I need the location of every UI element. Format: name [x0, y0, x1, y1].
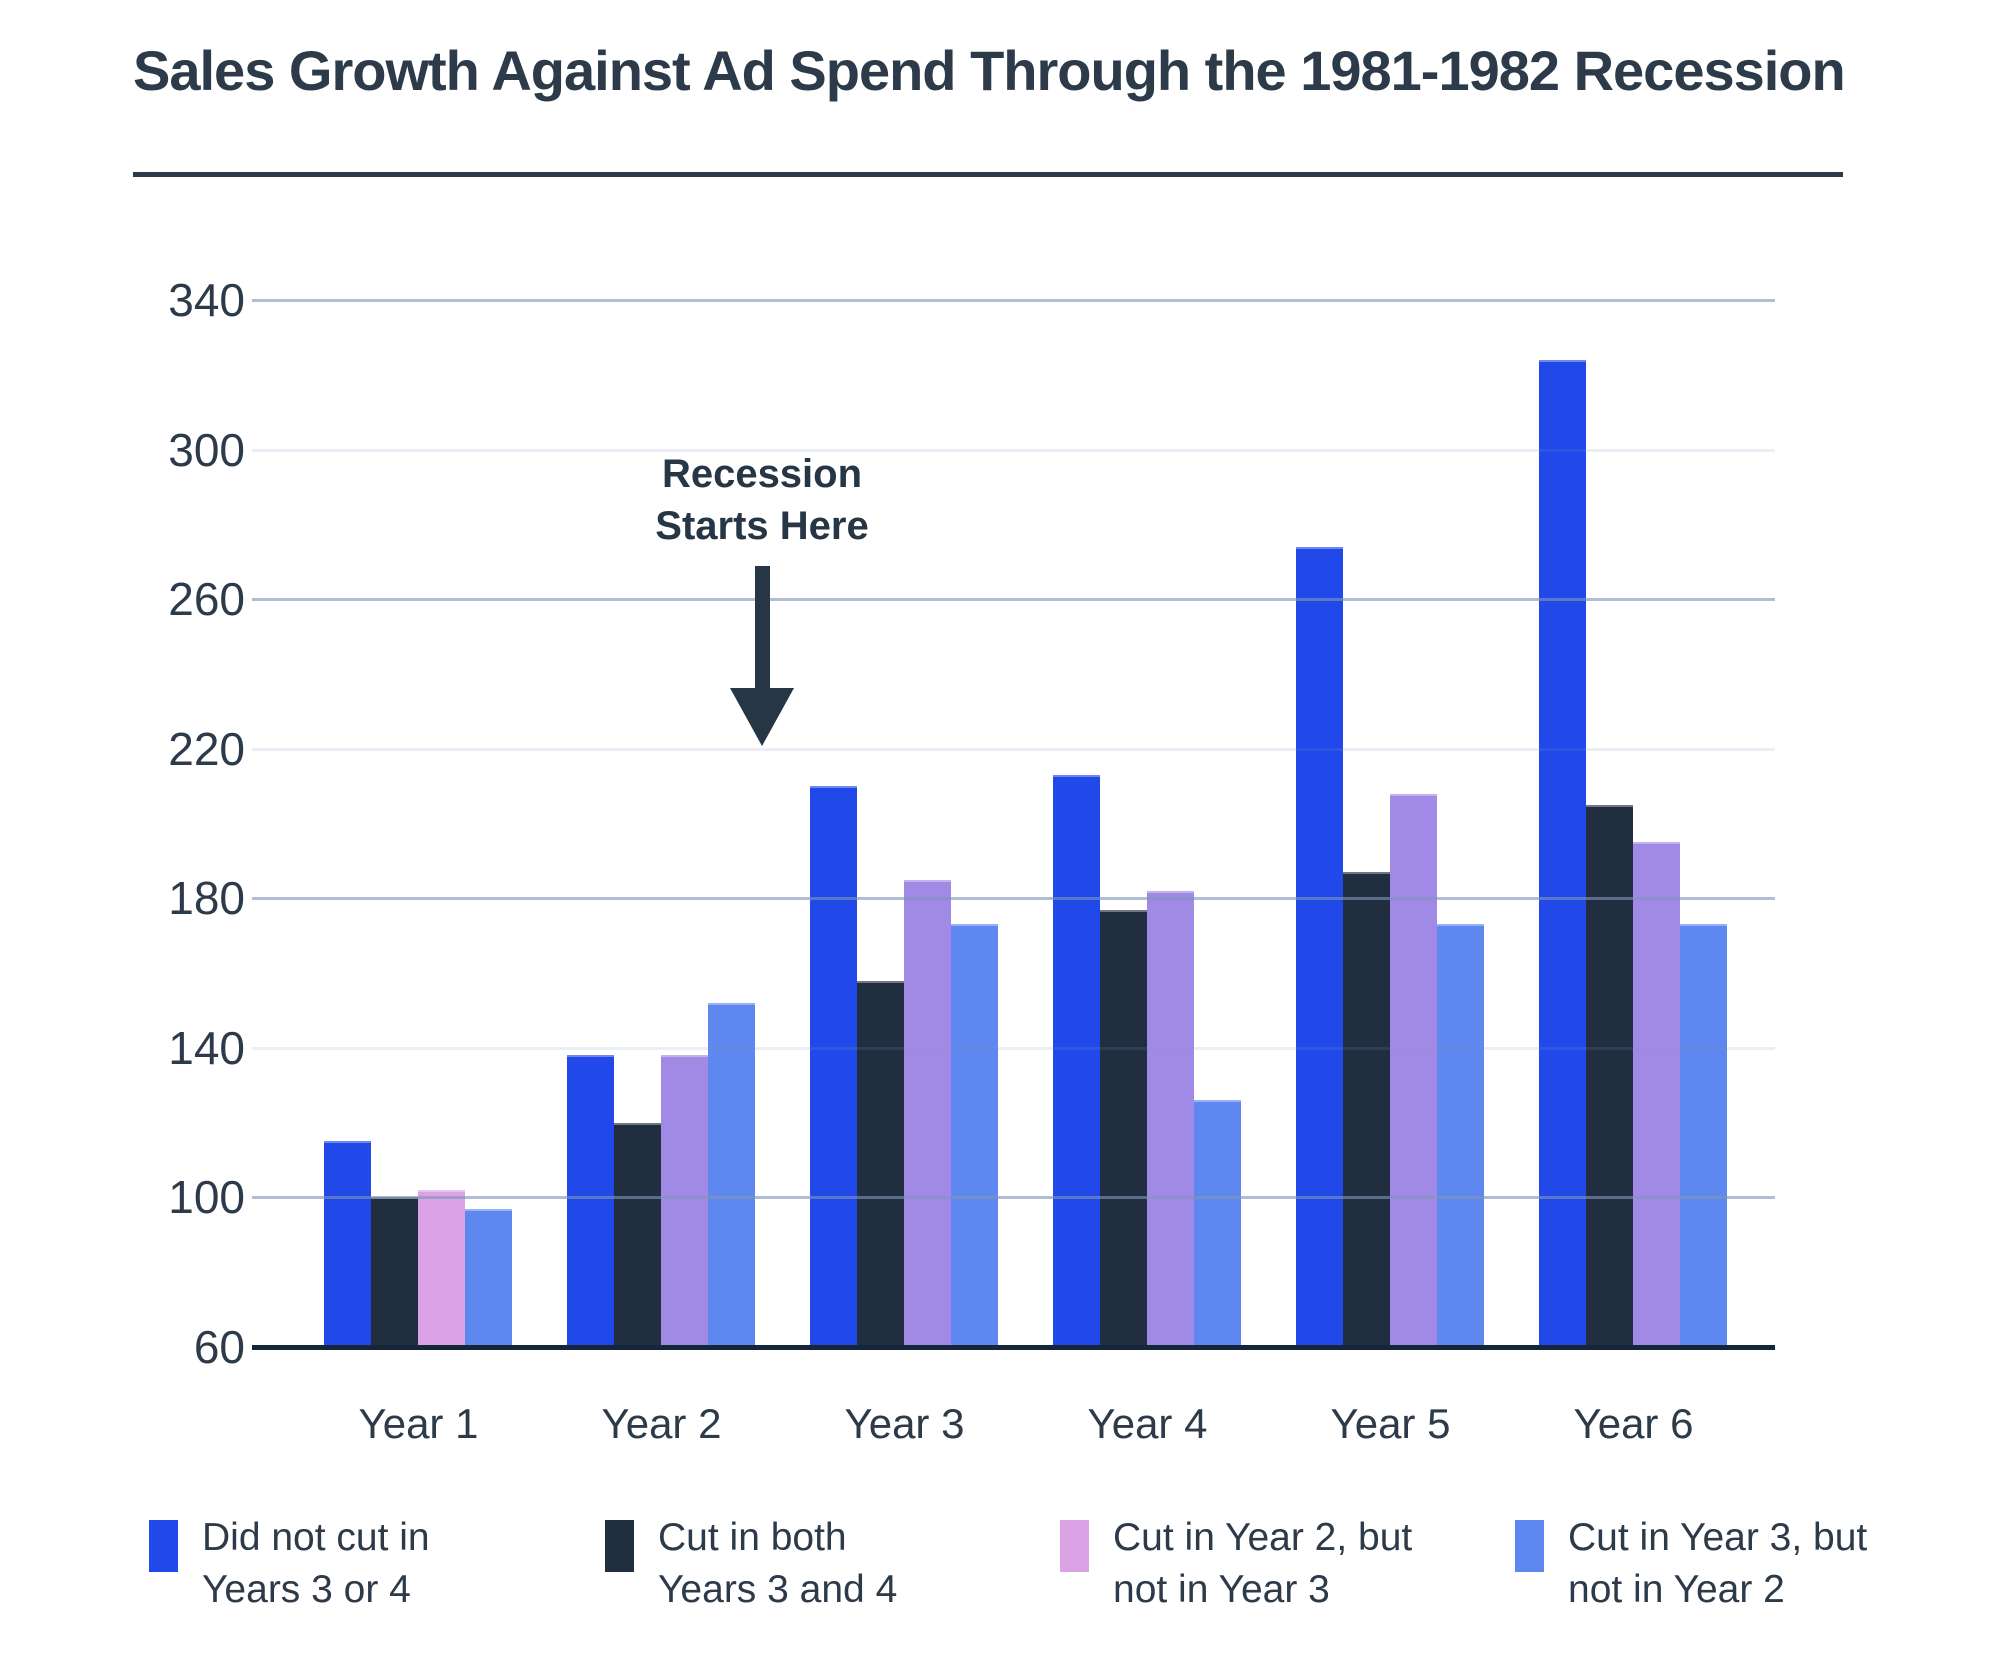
bar-year-3-did-not-cut-in-years-3-or-4: [810, 786, 857, 1347]
legend-swatch-icon: [605, 1520, 634, 1572]
y-tick-label-60: 60: [193, 1321, 245, 1373]
recession-annotation-line2: Starts Here: [655, 504, 869, 548]
y-tick-label-340: 340: [168, 274, 245, 326]
legend-item-cut-in-both-years-3-and-4: Cut in both Years 3 and 4: [605, 1512, 897, 1616]
legend-label-line: Years 3 and 4: [658, 1568, 898, 1611]
x-tick-label-year-6: Year 6: [1573, 1400, 1694, 1447]
recession-annotation-line1: Recession: [661, 452, 863, 496]
legend-label-line: Cut in Year 2, but: [1113, 1516, 1413, 1559]
legend-label-line: Years 3 or 4: [202, 1568, 411, 1611]
legend-item-cut-in-year-2-but-not-in-year-3: Cut in Year 2, but not in Year 3: [1060, 1512, 1412, 1616]
title-underline: [133, 172, 1843, 177]
bar-year-6-did-not-cut-in-years-3-or-4: [1539, 360, 1586, 1347]
legend-label: Cut in Year 2, but not in Year 3: [1113, 1512, 1412, 1616]
bar-year-4-cut-in-both-years-3-and-4: [1100, 910, 1147, 1347]
legend-label: Cut in Year 3, but not in Year 2: [1568, 1512, 1867, 1616]
y-tick-label-220: 220: [168, 723, 245, 775]
gridline-140: [252, 1047, 1775, 1050]
legend-label-line: not in Year 2: [1568, 1568, 1785, 1611]
legend-label-line: Did not cut in: [202, 1516, 430, 1559]
x-axis-line: [252, 1345, 1775, 1350]
legend-label-line: Cut in Year 3, but: [1568, 1516, 1868, 1559]
bar-year-2-cut-in-both-years-3-and-4: [614, 1123, 661, 1347]
bar-year-5-cut-in-both-years-3-and-4: [1343, 872, 1390, 1347]
down-arrow-shaft: [755, 566, 770, 692]
legend-item-did-not-cut-in-years-3-or-4: Did not cut in Years 3 or 4: [149, 1512, 430, 1616]
recession-annotation: Recession Starts Here: [612, 448, 912, 552]
x-tick-label-year-2: Year 2: [601, 1400, 722, 1447]
bar-year-1-did-not-cut-in-years-3-or-4: [324, 1141, 371, 1347]
bar-year-5-did-not-cut-in-years-3-or-4: [1296, 547, 1343, 1347]
bar-year-1-cut-in-year-3-but-not-in-year-2: [465, 1209, 512, 1347]
y-tick-label-180: 180: [168, 872, 245, 924]
bar-year-2-cut-in-year-3-but-not-in-year-2: [708, 1003, 755, 1347]
bar-year-2-did-not-cut-in-years-3-or-4: [567, 1055, 614, 1347]
y-tick-label-140: 140: [168, 1022, 245, 1074]
bar-year-6-cut-in-both-years-3-and-4: [1586, 805, 1633, 1347]
bar-year-5-cut-in-year-2-but-not-in-year-3: [1390, 794, 1437, 1347]
legend-label: Cut in both Years 3 and 4: [658, 1512, 897, 1616]
gridline-220: [252, 748, 1775, 751]
x-tick-label-year-3: Year 3: [844, 1400, 965, 1447]
bar-year-6-cut-in-year-3-but-not-in-year-2: [1680, 924, 1727, 1347]
y-tick-label-100: 100: [168, 1171, 245, 1223]
down-arrow-head-icon: [730, 688, 794, 746]
gridline-100: [252, 1196, 1775, 1199]
gridline-340: [252, 299, 1775, 302]
bar-year-4-cut-in-year-3-but-not-in-year-2: [1194, 1100, 1241, 1347]
legend-label: Did not cut in Years 3 or 4: [202, 1512, 430, 1616]
bar-year-4-did-not-cut-in-years-3-or-4: [1053, 775, 1100, 1347]
bar-year-1-cut-in-year-2-but-not-in-year-3: [418, 1190, 465, 1347]
x-tick-label-year-4: Year 4: [1087, 1400, 1208, 1447]
x-tick-label-year-5: Year 5: [1330, 1400, 1451, 1447]
legend-swatch-icon: [1060, 1520, 1089, 1572]
bar-year-2-cut-in-year-2-but-not-in-year-3: [661, 1055, 708, 1347]
bar-year-5-cut-in-year-3-but-not-in-year-2: [1437, 924, 1484, 1347]
x-tick-label-year-1: Year 1: [358, 1400, 479, 1447]
gridline-260: [252, 598, 1775, 601]
bar-year-3-cut-in-year-2-but-not-in-year-3: [904, 880, 951, 1347]
bar-year-3-cut-in-both-years-3-and-4: [857, 981, 904, 1347]
legend-label-line: Cut in both: [658, 1516, 847, 1559]
y-tick-label-260: 260: [168, 573, 245, 625]
gridline-300: [252, 449, 1775, 452]
bar-year-6-cut-in-year-2-but-not-in-year-3: [1633, 842, 1680, 1347]
legend-swatch-icon: [149, 1520, 178, 1572]
bar-year-4-cut-in-year-2-but-not-in-year-3: [1147, 891, 1194, 1347]
bar-year-3-cut-in-year-3-but-not-in-year-2: [951, 924, 998, 1347]
chart-title: Sales Growth Against Ad Spend Through th…: [133, 39, 1846, 102]
gridline-180: [252, 897, 1775, 900]
legend-label-line: not in Year 3: [1113, 1568, 1330, 1611]
legend-swatch-icon: [1515, 1520, 1544, 1572]
y-tick-label-300: 300: [168, 424, 245, 476]
bar-year-1-cut-in-both-years-3-and-4: [371, 1197, 418, 1347]
legend-item-cut-in-year-3-but-not-in-year-2: Cut in Year 3, but not in Year 2: [1515, 1512, 1867, 1616]
